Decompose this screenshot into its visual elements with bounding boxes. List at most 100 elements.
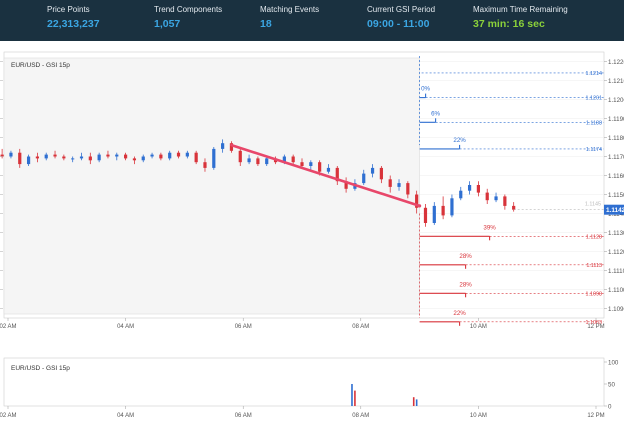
- y-tick-label: 1.1160: [608, 173, 624, 180]
- stat-label: Price Points: [47, 5, 90, 14]
- volume-bar: [351, 384, 353, 406]
- candle-body: [423, 207, 428, 223]
- projection-percent: 28%: [459, 281, 472, 288]
- x-tick-label: 04 AM: [117, 324, 134, 330]
- current-price-tag: [604, 204, 624, 215]
- stat-trend-components: Trend Components 1,057: [154, 5, 222, 30]
- candle-body: [168, 152, 172, 159]
- stat-value: 18: [260, 18, 272, 30]
- candle-body: [79, 156, 84, 159]
- y-tick-label: 1.1100: [608, 287, 624, 294]
- candle-body: [300, 162, 304, 166]
- candle-body: [185, 152, 189, 157]
- candle-body: [159, 154, 163, 159]
- projection-price: 1.1188: [586, 120, 602, 126]
- y-tick-label: 50: [608, 381, 615, 388]
- candle-body: [326, 167, 331, 172]
- candle-body: [309, 162, 313, 166]
- candle-body: [247, 158, 251, 163]
- y-tick-label: 1.1180: [608, 135, 624, 142]
- current-price-label: 1.1142: [606, 207, 624, 214]
- stat-value: 37 min: 16 sec: [473, 18, 545, 30]
- x-tick-label: 10 AM: [470, 324, 487, 330]
- candle-body: [106, 154, 110, 157]
- volume-chart[interactable]: 100 50 0 02 AM 04 AM 06 AM 08 AM 10 AM 12 PM: [0, 357, 619, 419]
- stat-matching-events: Matching Events 18: [260, 5, 319, 30]
- projection-layer: 1.1214 0% 1.1201 6% 1.1188 22% 1.1174 39% 1.1128…: [419, 56, 604, 326]
- y-tick-label: 1.1150: [608, 192, 624, 199]
- candle-body: [459, 190, 463, 199]
- stat-value: 1,057: [154, 18, 181, 30]
- y-tick-label: 100: [608, 359, 619, 366]
- candle-body: [194, 152, 198, 163]
- y-tick-label: 1.1170: [608, 154, 624, 161]
- candle-body: [415, 194, 419, 208]
- x-tick-label: 08 AM: [352, 324, 369, 330]
- y-tick-label: 1.1190: [608, 116, 624, 123]
- candle-body: [432, 205, 436, 223]
- candle-body: [203, 162, 207, 168]
- candle-body: [229, 143, 234, 151]
- candle-body: [115, 154, 119, 157]
- history-shade: [3, 57, 420, 315]
- axis-layer: 1.1220 1.1210 1.1200 1.1190 1.1180 1.1170 1.11…: [0, 59, 624, 330]
- candle-body: [44, 154, 48, 159]
- stat-current-gsi-period: Current GSI Period 09:00 - 11:00: [367, 5, 435, 30]
- volume-chart-frame: [3, 357, 605, 407]
- x-tick-label: 12 PM: [587, 324, 604, 330]
- x-tick-label: 04 AM: [117, 413, 134, 419]
- projection-price: 1.1201: [586, 96, 603, 102]
- candle-body: [388, 179, 392, 187]
- projection-percent: 22%: [453, 310, 466, 317]
- y-tick-label: 1.1200: [608, 97, 624, 104]
- candle-body: [476, 185, 480, 193]
- trend-layer: [230, 143, 422, 208]
- candle-body: [318, 162, 322, 172]
- candle-body: [503, 196, 507, 206]
- candle-body: [379, 167, 383, 180]
- projection-percent: 22%: [453, 137, 466, 144]
- chart-title: EUR/USD - GSI 15p: [11, 62, 70, 69]
- projection-price: 1.1083: [586, 320, 603, 326]
- volume-bar: [415, 399, 418, 406]
- x-tick-label: 06 AM: [235, 324, 252, 330]
- candle-body: [141, 156, 145, 161]
- candle-body: [212, 148, 216, 168]
- candle-body: [256, 158, 260, 165]
- x-tick-label: 08 AM: [352, 413, 369, 419]
- stat-label: Maximum Time Remaining: [473, 5, 568, 14]
- x-tick-label: 12 PM: [587, 413, 604, 419]
- projection-percent: 0%: [421, 86, 430, 93]
- candle-body: [450, 198, 454, 216]
- volume-bar: [354, 390, 356, 406]
- trend-line-end: [418, 204, 422, 208]
- y-tick-label: 1.1220: [608, 59, 624, 66]
- candle-body: [176, 152, 181, 157]
- history-region: [3, 57, 420, 315]
- stat-max-time-remaining: Maximum Time Remaining 37 min: 16 sec: [473, 5, 568, 30]
- candle-body: [53, 154, 57, 157]
- candle-body: [485, 192, 489, 201]
- candle-body: [9, 152, 13, 157]
- projection-price: 1.1113: [586, 263, 602, 269]
- y-tick-label: 0: [608, 403, 612, 410]
- stat-label: Trend Components: [154, 5, 223, 14]
- candle-body: [97, 154, 101, 161]
- projection-percent: 6%: [431, 110, 440, 117]
- y-tick-label: 1.1210: [608, 78, 624, 85]
- candle-body: [494, 196, 498, 201]
- x-tick-label: 06 AM: [235, 413, 252, 419]
- candle-body: [512, 205, 516, 210]
- candle-body: [265, 158, 269, 165]
- projection-price: 1.1214: [586, 71, 603, 77]
- y-tick-label: 1.1110: [608, 268, 624, 275]
- candle-body: [88, 156, 92, 161]
- candle-body: [370, 167, 375, 174]
- x-tick-label: 02 AM: [0, 324, 17, 330]
- stat-value: 22,313,237: [47, 18, 100, 30]
- candle-body: [344, 181, 348, 189]
- candle-body: [18, 152, 22, 165]
- y-tick-label: 1.1130: [608, 230, 624, 237]
- candle-body: [26, 156, 31, 165]
